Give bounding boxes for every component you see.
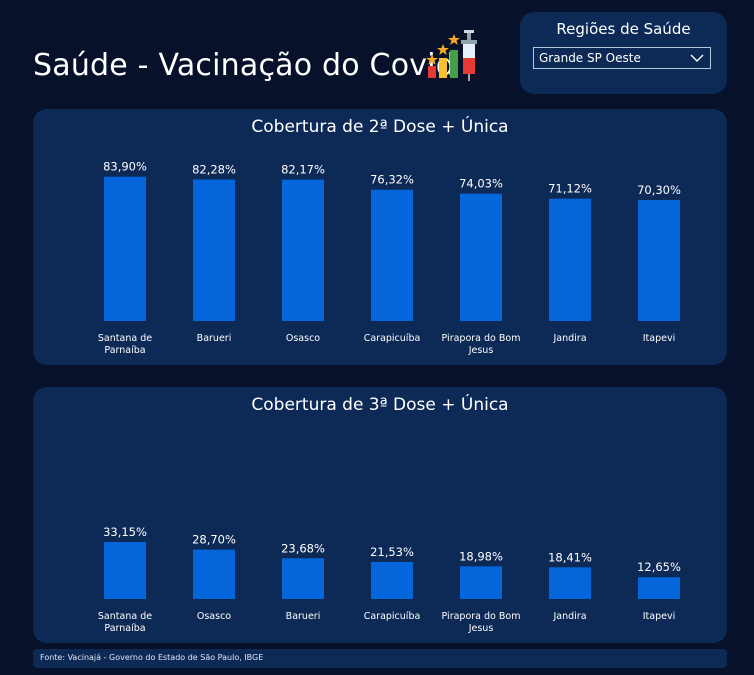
data-label: 12,65% bbox=[637, 560, 681, 574]
bar[interactable] bbox=[371, 189, 413, 321]
footer-bar: Fonte: Vacinajá - Governo do Estado de S… bbox=[33, 649, 727, 668]
bar[interactable] bbox=[193, 549, 235, 599]
filter-label: Regiões de Saúde bbox=[556, 20, 691, 38]
bar[interactable] bbox=[638, 200, 680, 321]
bar[interactable] bbox=[282, 558, 324, 599]
region-select[interactable]: Grande SP Oeste bbox=[533, 47, 711, 69]
category-label: Osasco bbox=[286, 333, 320, 344]
chart-title-dose2: Cobertura de 2ª Dose + Única bbox=[251, 117, 509, 137]
category-label: Itapevi bbox=[643, 333, 676, 344]
data-label: 21,53% bbox=[370, 545, 414, 559]
data-label: 74,03% bbox=[459, 177, 503, 191]
category-label: Santana de Parnaíba bbox=[98, 333, 152, 356]
data-label: 18,41% bbox=[548, 550, 592, 564]
category-label: Pirapora do Bom Jesus bbox=[442, 333, 521, 356]
bar[interactable] bbox=[549, 567, 591, 599]
category-label: Osasco bbox=[197, 611, 231, 622]
bar-chart-dose2: 83,90% Santana de Parnaíba 82,28% Barueri 82,… bbox=[98, 160, 681, 356]
bar[interactable] bbox=[193, 179, 235, 321]
category-label: Barueri bbox=[286, 611, 321, 622]
region-select-value: Grande SP Oeste bbox=[539, 51, 641, 65]
bar[interactable] bbox=[104, 541, 146, 599]
category-label: Barueri bbox=[197, 333, 232, 344]
chart-title-dose3: Cobertura de 3ª Dose + Única bbox=[251, 395, 509, 415]
data-label: 23,68% bbox=[281, 541, 325, 555]
bar[interactable] bbox=[460, 193, 502, 321]
chart-card-dose2: Cobertura de 2ª Dose + Única 83,90% Santa… bbox=[33, 109, 727, 365]
bar[interactable] bbox=[638, 577, 680, 599]
data-label: 71,12% bbox=[548, 182, 592, 196]
chart-card-dose3: Cobertura de 3ª Dose + Única 33,15% Santa… bbox=[33, 387, 727, 643]
bar[interactable] bbox=[104, 176, 146, 321]
category-label: Jandira bbox=[552, 611, 586, 622]
category-label: Itapevi bbox=[643, 611, 676, 622]
data-label: 82,28% bbox=[192, 162, 236, 176]
data-label: 83,90% bbox=[103, 160, 147, 174]
bar[interactable] bbox=[282, 179, 324, 321]
category-label: Santana de Parnaíba bbox=[98, 611, 152, 634]
vaccine-chart-icon bbox=[426, 30, 477, 81]
category-label: Pirapora do Bom Jesus bbox=[442, 611, 521, 634]
bar[interactable] bbox=[460, 566, 502, 599]
regions-filter-card: Regiões de Saúde Grande SP Oeste bbox=[520, 12, 727, 94]
data-label: 70,30% bbox=[637, 183, 681, 197]
bar-chart-dose3: 33,15% Santana de Parnaíba 28,70% Osasco 23,6… bbox=[98, 525, 681, 634]
data-label: 33,15% bbox=[103, 525, 147, 539]
category-label: Jandira bbox=[552, 333, 586, 344]
data-label: 18,98% bbox=[459, 549, 503, 563]
data-label: 28,70% bbox=[192, 533, 236, 547]
bar[interactable] bbox=[371, 561, 413, 599]
data-label: 76,32% bbox=[370, 173, 414, 187]
category-label: Carapicuíba bbox=[364, 611, 421, 622]
bar[interactable] bbox=[549, 198, 591, 321]
page-title: Saúde - Vacinação do Covid bbox=[33, 48, 455, 83]
source-text: Fonte: Vacinajá - Governo do Estado de S… bbox=[40, 653, 264, 662]
category-label: Carapicuíba bbox=[364, 333, 421, 344]
chevron-down-icon[interactable] bbox=[690, 53, 704, 63]
data-label: 82,17% bbox=[281, 163, 325, 177]
